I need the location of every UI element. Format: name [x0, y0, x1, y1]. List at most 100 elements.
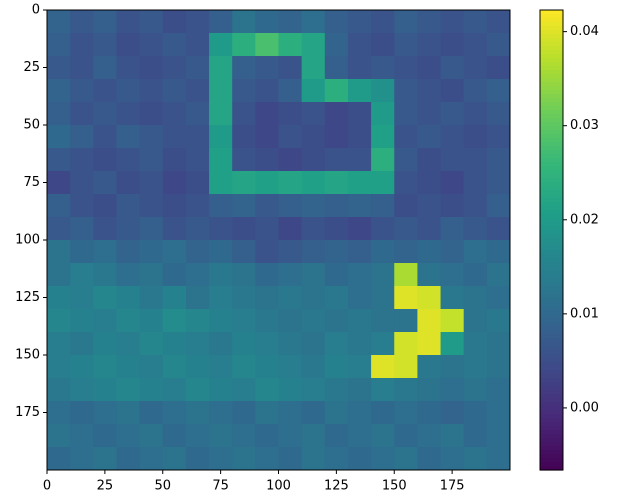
cell	[70, 447, 94, 471]
cell	[185, 240, 210, 264]
cell	[116, 401, 141, 425]
colorbar-strip	[540, 366, 563, 371]
cell	[486, 263, 511, 287]
cell	[440, 79, 465, 103]
cell	[417, 217, 442, 241]
colorbar	[540, 10, 563, 471]
cell	[278, 10, 303, 34]
colorbar-strip	[540, 154, 563, 159]
colorbar-tick-label: 0.00	[570, 400, 599, 415]
cell	[440, 286, 465, 310]
colorbar-strip	[540, 70, 563, 75]
colorbar-strip	[540, 146, 563, 151]
cell	[232, 309, 256, 333]
cell	[371, 424, 395, 448]
cell	[255, 332, 279, 356]
colorbar-strip	[540, 58, 563, 63]
cell	[417, 424, 442, 448]
colorbar-tick-label: 0.04	[570, 24, 599, 39]
cell	[486, 194, 511, 218]
cell	[324, 424, 349, 448]
cell	[232, 125, 256, 149]
colorbar-strip	[540, 278, 563, 283]
cell	[185, 10, 210, 34]
cell	[162, 79, 187, 103]
colorbar-strip	[540, 306, 563, 311]
cell	[70, 332, 94, 356]
colorbar-strip	[540, 466, 563, 471]
cell	[486, 56, 511, 80]
cell	[93, 447, 117, 471]
cell	[116, 240, 141, 264]
colorbar-strip	[540, 350, 563, 355]
cell	[394, 447, 418, 471]
cell	[209, 401, 233, 425]
cell	[417, 447, 442, 471]
colorbar-strip	[540, 358, 563, 363]
colorbar-strip	[540, 430, 563, 435]
cell	[440, 378, 465, 402]
colorbar-strip	[540, 38, 563, 43]
cell	[371, 286, 395, 310]
cell	[371, 194, 395, 218]
cell	[301, 401, 326, 425]
cell	[255, 148, 279, 172]
cell	[93, 10, 117, 34]
cell	[394, 240, 418, 264]
cell	[394, 10, 418, 34]
cell	[394, 125, 418, 149]
cell	[486, 332, 511, 356]
cell	[394, 309, 418, 333]
cell	[301, 171, 326, 195]
colorbar-frame	[539, 9, 564, 471]
colorbar-strip	[540, 26, 563, 31]
cell	[324, 102, 349, 126]
cell	[162, 447, 187, 471]
cell	[440, 10, 465, 34]
cell	[209, 10, 233, 34]
cell	[278, 378, 303, 402]
cell	[139, 56, 164, 80]
cell	[255, 33, 279, 57]
colorbar-strip	[540, 426, 563, 431]
cell	[278, 102, 303, 126]
cell	[232, 148, 256, 172]
cell	[185, 378, 210, 402]
cell	[116, 79, 141, 103]
colorbar-strip	[540, 402, 563, 407]
cell	[394, 401, 418, 425]
cell	[324, 56, 349, 80]
cell	[139, 194, 164, 218]
cell	[417, 263, 442, 287]
cell	[371, 33, 395, 57]
x-tick-label: 175	[440, 479, 465, 494]
cell	[116, 217, 141, 241]
cell	[486, 148, 511, 172]
cell	[371, 332, 395, 356]
cell	[47, 286, 71, 310]
cell	[93, 102, 117, 126]
colorbar-strip	[540, 394, 563, 399]
cell	[70, 378, 94, 402]
y-tick-label: 25	[23, 60, 40, 75]
cell	[139, 378, 164, 402]
colorbar-strip	[540, 370, 563, 375]
y-tick-label: 75	[23, 175, 40, 190]
cell	[347, 309, 372, 333]
cell	[301, 286, 326, 310]
cell	[371, 447, 395, 471]
cell	[47, 355, 71, 379]
cell	[394, 148, 418, 172]
cell	[162, 332, 187, 356]
cell	[209, 102, 233, 126]
cell	[347, 79, 372, 103]
cell	[440, 401, 465, 425]
heatmap-cells	[47, 10, 511, 471]
cell	[116, 286, 141, 310]
cell	[209, 378, 233, 402]
colorbar-tick-label: 0.01	[570, 306, 599, 321]
colorbar-strip	[540, 398, 563, 403]
cell	[440, 263, 465, 287]
cell	[440, 424, 465, 448]
cell	[440, 33, 465, 57]
